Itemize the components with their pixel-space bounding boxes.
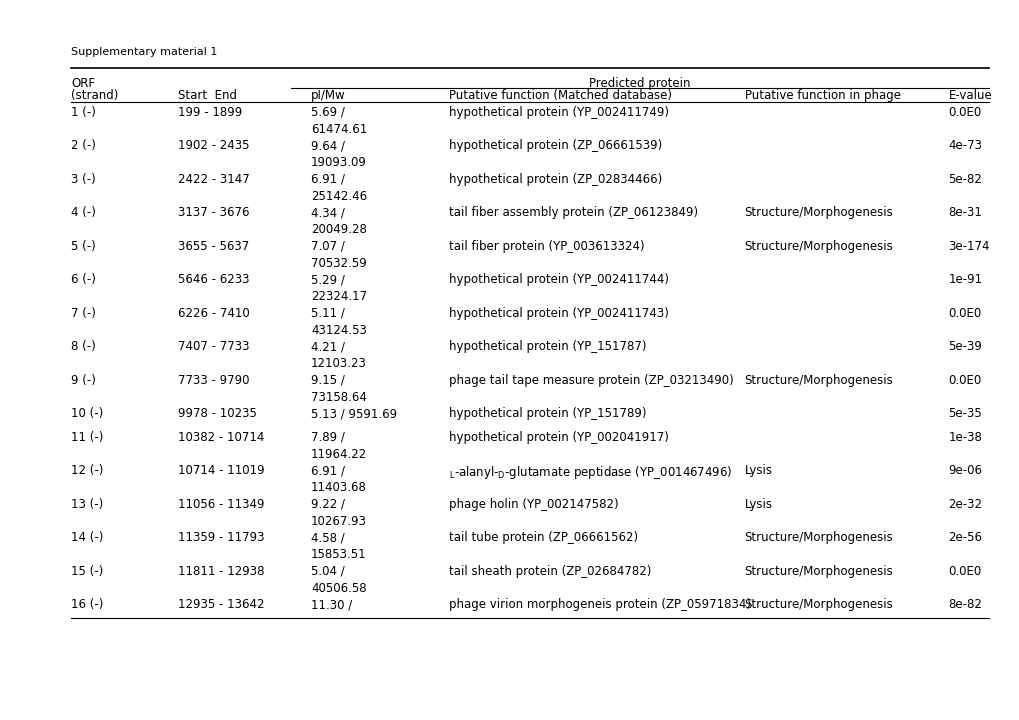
Text: hypothetical protein (YP_151787): hypothetical protein (YP_151787) (448, 340, 646, 354)
Text: 4.34 /
20049.28: 4.34 / 20049.28 (311, 207, 367, 236)
Text: Putative function in phage: Putative function in phage (744, 89, 900, 102)
Text: 5.69 /
61474.61: 5.69 / 61474.61 (311, 106, 367, 136)
Text: 11056 - 11349: 11056 - 11349 (178, 498, 265, 511)
Text: 5 (-): 5 (-) (71, 240, 96, 253)
Text: ORF: ORF (71, 77, 96, 90)
Text: 16 (-): 16 (-) (71, 598, 104, 611)
Text: Structure/Morphogenesis: Structure/Morphogenesis (744, 564, 893, 578)
Text: 7733 - 9790: 7733 - 9790 (178, 374, 250, 387)
Text: 15 (-): 15 (-) (71, 564, 104, 578)
Text: Lysis: Lysis (744, 498, 771, 511)
Text: Start  End: Start End (178, 89, 237, 102)
Text: phage holin (YP_002147582): phage holin (YP_002147582) (448, 498, 618, 511)
Text: 5e-82: 5e-82 (948, 173, 981, 186)
Text: 4.21 /
12103.23: 4.21 / 12103.23 (311, 340, 367, 370)
Text: Structure/Morphogenesis: Structure/Morphogenesis (744, 240, 893, 253)
Text: 7 (-): 7 (-) (71, 307, 96, 320)
Text: 8 (-): 8 (-) (71, 340, 96, 354)
Text: hypothetical protein (ZP_02834466): hypothetical protein (ZP_02834466) (448, 173, 661, 186)
Text: 2422 - 3147: 2422 - 3147 (178, 173, 250, 186)
Text: tail fiber protein (YP_003613324): tail fiber protein (YP_003613324) (448, 240, 644, 253)
Text: Supplementary material 1: Supplementary material 1 (71, 47, 218, 57)
Text: 0.0E0: 0.0E0 (948, 564, 981, 578)
Text: 11.30 /: 11.30 / (311, 598, 352, 611)
Text: 9.15 /
73158.64: 9.15 / 73158.64 (311, 374, 367, 404)
Text: Structure/Morphogenesis: Structure/Morphogenesis (744, 598, 893, 611)
Text: Putative function (Matched database): Putative function (Matched database) (448, 89, 672, 102)
Text: 7407 - 7733: 7407 - 7733 (178, 340, 250, 354)
Text: 1e-91: 1e-91 (948, 273, 981, 287)
Text: tail fiber assembly protein (ZP_06123849): tail fiber assembly protein (ZP_06123849… (448, 207, 697, 220)
Text: 4e-73: 4e-73 (948, 140, 981, 153)
Text: 1e-38: 1e-38 (948, 431, 981, 444)
Text: Structure/Morphogenesis: Structure/Morphogenesis (744, 531, 893, 544)
Text: hypothetical protein (YP_002411743): hypothetical protein (YP_002411743) (448, 307, 668, 320)
Text: 5646 - 6233: 5646 - 6233 (178, 273, 250, 287)
Text: Structure/Morphogenesis: Structure/Morphogenesis (744, 207, 893, 220)
Text: 3655 - 5637: 3655 - 5637 (178, 240, 250, 253)
Text: 5.04 /
40506.58: 5.04 / 40506.58 (311, 564, 367, 595)
Text: 0.0E0: 0.0E0 (948, 307, 981, 320)
Text: pI/Mw: pI/Mw (311, 89, 345, 102)
Text: Lysis: Lysis (744, 464, 771, 477)
Text: 5e-39: 5e-39 (948, 340, 981, 354)
Text: 5.29 /
22324.17: 5.29 / 22324.17 (311, 273, 367, 303)
Text: 8e-82: 8e-82 (948, 598, 981, 611)
Text: 7.07 /
70532.59: 7.07 / 70532.59 (311, 240, 367, 270)
Text: 3e-174: 3e-174 (948, 240, 989, 253)
Text: tail tube protein (ZP_06661562): tail tube protein (ZP_06661562) (448, 531, 637, 544)
Text: 7.89 /
11964.22: 7.89 / 11964.22 (311, 431, 367, 461)
Text: 8e-31: 8e-31 (948, 207, 981, 220)
Text: 10714 - 11019: 10714 - 11019 (178, 464, 265, 477)
Text: 12935 - 13642: 12935 - 13642 (178, 598, 265, 611)
Text: 0.0E0: 0.0E0 (948, 106, 981, 119)
Text: 2e-56: 2e-56 (948, 531, 981, 544)
Text: 4 (-): 4 (-) (71, 207, 96, 220)
Text: 11811 - 12938: 11811 - 12938 (178, 564, 265, 578)
Text: 5.11 /
43124.53: 5.11 / 43124.53 (311, 307, 367, 337)
Text: 12 (-): 12 (-) (71, 464, 104, 477)
Text: $_\mathrm{L}$-alanyl-$_\mathrm{D}$-glutamate peptidase (YP_001467496): $_\mathrm{L}$-alanyl-$_\mathrm{D}$-gluta… (448, 464, 732, 482)
Text: E-value: E-value (948, 89, 991, 102)
Text: 6.91 /
25142.46: 6.91 / 25142.46 (311, 173, 367, 203)
Text: 11359 - 11793: 11359 - 11793 (178, 531, 265, 544)
Text: 9.64 /
19093.09: 9.64 / 19093.09 (311, 140, 367, 169)
Text: 9.22 /
10267.93: 9.22 / 10267.93 (311, 498, 367, 528)
Text: 1 (-): 1 (-) (71, 106, 96, 119)
Text: 1902 - 2435: 1902 - 2435 (178, 140, 250, 153)
Text: 5e-35: 5e-35 (948, 407, 981, 420)
Text: 2e-32: 2e-32 (948, 498, 981, 511)
Text: 10 (-): 10 (-) (71, 407, 104, 420)
Text: tail sheath protein (ZP_02684782): tail sheath protein (ZP_02684782) (448, 564, 650, 578)
Text: phage virion morphogeneis protein (ZP_05971834): phage virion morphogeneis protein (ZP_05… (448, 598, 750, 611)
Text: 9978 - 10235: 9978 - 10235 (178, 407, 257, 420)
Text: 0.0E0: 0.0E0 (948, 374, 981, 387)
Text: 199 - 1899: 199 - 1899 (178, 106, 243, 119)
Text: hypothetical protein (YP_151789): hypothetical protein (YP_151789) (448, 407, 646, 420)
Text: 2 (-): 2 (-) (71, 140, 96, 153)
Text: hypothetical protein (ZP_06661539): hypothetical protein (ZP_06661539) (448, 140, 661, 153)
Text: hypothetical protein (YP_002041917): hypothetical protein (YP_002041917) (448, 431, 668, 444)
Text: 13 (-): 13 (-) (71, 498, 104, 511)
Text: Predicted protein: Predicted protein (589, 77, 690, 90)
Text: 3137 - 3676: 3137 - 3676 (178, 207, 250, 220)
Text: phage tail tape measure protein (ZP_03213490): phage tail tape measure protein (ZP_0321… (448, 374, 733, 387)
Text: 14 (-): 14 (-) (71, 531, 104, 544)
Text: 6 (-): 6 (-) (71, 273, 96, 287)
Text: 4.58 /
15853.51: 4.58 / 15853.51 (311, 531, 367, 562)
Text: 9e-06: 9e-06 (948, 464, 981, 477)
Text: 11 (-): 11 (-) (71, 431, 104, 444)
Text: hypothetical protein (YP_002411744): hypothetical protein (YP_002411744) (448, 273, 668, 287)
Text: 5.13 / 9591.69: 5.13 / 9591.69 (311, 407, 396, 420)
Text: (strand): (strand) (71, 89, 118, 102)
Text: 6.91 /
11403.68: 6.91 / 11403.68 (311, 464, 367, 495)
Text: 3 (-): 3 (-) (71, 173, 96, 186)
Text: 6226 - 7410: 6226 - 7410 (178, 307, 250, 320)
Text: 9 (-): 9 (-) (71, 374, 96, 387)
Text: hypothetical protein (YP_002411749): hypothetical protein (YP_002411749) (448, 106, 668, 119)
Text: Structure/Morphogenesis: Structure/Morphogenesis (744, 374, 893, 387)
Text: 10382 - 10714: 10382 - 10714 (178, 431, 265, 444)
